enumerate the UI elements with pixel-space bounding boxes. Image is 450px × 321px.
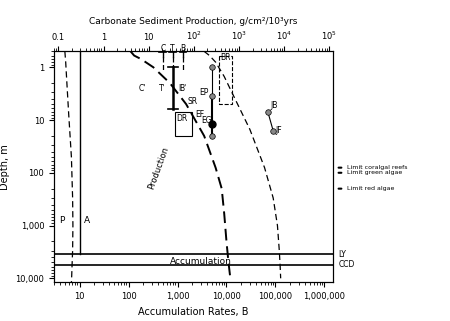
X-axis label: Accumulation Rates, B: Accumulation Rates, B <box>138 307 249 317</box>
Text: B: B <box>180 44 186 53</box>
Text: P: P <box>59 216 65 225</box>
Text: A: A <box>83 216 90 225</box>
Text: Limit green algae: Limit green algae <box>347 170 402 175</box>
Text: LY: LY <box>338 250 346 259</box>
Text: JB: JB <box>271 101 278 110</box>
Text: T: T <box>171 44 175 53</box>
Text: CCD: CCD <box>338 260 355 269</box>
Y-axis label: Depth, m: Depth, m <box>0 144 10 190</box>
Text: EG: EG <box>202 116 212 125</box>
Text: JF: JF <box>275 126 282 135</box>
Bar <box>219 56 232 104</box>
Text: Limit coralgal reefs: Limit coralgal reefs <box>347 165 407 170</box>
Text: B': B' <box>180 84 187 93</box>
X-axis label: Carbonate Sediment Production, g/cm²/10³yrs: Carbonate Sediment Production, g/cm²/10³… <box>89 17 298 26</box>
Text: Production: Production <box>146 145 170 190</box>
Text: Accumulation: Accumulation <box>170 256 232 265</box>
Text: C: C <box>160 44 166 53</box>
Text: DR: DR <box>176 114 188 123</box>
Text: EP: EP <box>199 88 209 97</box>
Text: SR: SR <box>187 97 197 106</box>
Text: BR: BR <box>220 53 230 62</box>
Bar <box>175 112 192 136</box>
Text: I: I <box>178 84 180 93</box>
Text: EF: EF <box>195 110 204 119</box>
Text: T': T' <box>159 84 166 93</box>
Text: Limit red algae: Limit red algae <box>347 186 394 191</box>
Text: C': C' <box>139 84 146 93</box>
